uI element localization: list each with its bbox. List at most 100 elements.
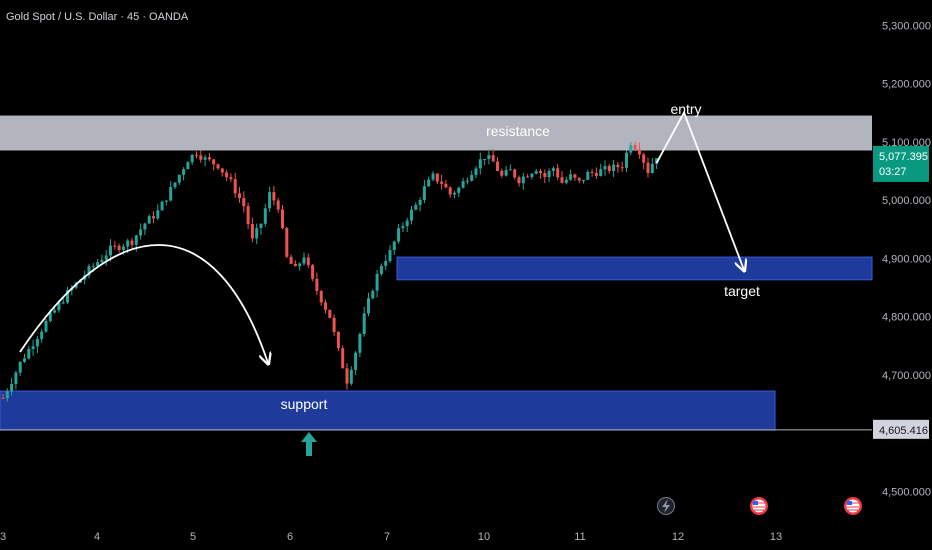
candle-body xyxy=(392,241,396,251)
candle-body xyxy=(255,228,259,239)
candle-body xyxy=(362,313,366,335)
candle-body xyxy=(444,183,448,188)
us-flag-icon[interactable] xyxy=(750,497,768,515)
candle-body xyxy=(629,145,633,153)
candle-body xyxy=(607,165,611,172)
projection-arrow xyxy=(655,110,744,270)
candle-body xyxy=(577,177,581,181)
price-tick-label: 4,900.000 xyxy=(882,253,931,265)
candle-body xyxy=(341,348,345,369)
candle-body xyxy=(324,302,327,310)
candle-body xyxy=(169,187,173,201)
candle-body xyxy=(164,200,168,202)
candle-body xyxy=(35,339,39,347)
candle-body xyxy=(573,174,577,178)
candle-body xyxy=(637,149,641,155)
candle-body xyxy=(306,257,310,266)
candle-body xyxy=(526,176,530,178)
candles xyxy=(1,141,659,402)
candle-body xyxy=(521,176,525,184)
time-tick-label: 3 xyxy=(0,531,6,543)
price-scale[interactable]: 5,300.000 5,200.000 5,100.000 5,000.000 4,90… xyxy=(882,20,931,498)
lightning-icon[interactable] xyxy=(657,497,675,515)
us-flag-icon[interactable] xyxy=(844,497,862,515)
candle-body xyxy=(319,290,323,303)
candle-body xyxy=(543,173,547,178)
candle-body xyxy=(117,245,121,250)
candle-body xyxy=(238,193,241,199)
candle-body xyxy=(551,168,555,171)
candle-body xyxy=(53,310,57,313)
candle-body xyxy=(401,226,405,229)
up-arrow-icon xyxy=(301,432,317,456)
candle-body xyxy=(96,262,100,266)
candle-body xyxy=(143,223,147,230)
candle-body xyxy=(18,361,22,373)
candle-body xyxy=(328,309,332,318)
candle-body xyxy=(5,391,9,399)
candle-body xyxy=(457,187,461,193)
candle-body xyxy=(504,170,508,176)
candle-body xyxy=(367,298,370,314)
candle-body xyxy=(616,164,620,168)
candle-body xyxy=(612,164,616,172)
candle-body xyxy=(564,179,568,183)
support-zone xyxy=(0,390,776,431)
candle-body xyxy=(461,181,465,188)
candle-body xyxy=(298,263,302,267)
candle-body xyxy=(61,302,65,304)
candle-body xyxy=(388,250,392,262)
candle-body xyxy=(483,159,487,161)
candle-body xyxy=(397,228,401,242)
candle-body xyxy=(311,265,315,279)
curved-arrow xyxy=(19,244,268,363)
candle-body xyxy=(27,349,31,359)
candle-body xyxy=(332,317,336,333)
candle-body xyxy=(358,334,362,353)
resistance-zone xyxy=(0,115,872,151)
candle-body xyxy=(513,169,517,178)
candle-body xyxy=(100,259,104,263)
time-tick-label: 10 xyxy=(478,531,490,543)
candle-body xyxy=(156,210,160,219)
candle-body xyxy=(474,168,478,175)
price-tick-label: 4,800.000 xyxy=(882,312,931,324)
candle-body xyxy=(465,180,469,182)
candle-body xyxy=(113,245,117,247)
candle-body xyxy=(57,302,61,311)
candle-body xyxy=(345,368,349,384)
candle-body xyxy=(160,201,164,211)
time-axis[interactable]: 3 4 5 6 7 10 11 12 13 xyxy=(0,531,782,543)
candle-body xyxy=(422,186,426,201)
candle-body xyxy=(126,240,130,247)
candle-body xyxy=(130,240,134,245)
candle-body xyxy=(560,177,564,183)
candle-body xyxy=(220,168,224,173)
candle-body xyxy=(410,209,413,221)
candle-body xyxy=(66,290,69,303)
candle-body xyxy=(620,167,624,169)
candle-body xyxy=(250,223,254,239)
candle-body xyxy=(147,216,151,224)
candle-body xyxy=(599,169,603,176)
candle-body xyxy=(293,263,297,267)
candle-body xyxy=(276,200,280,210)
candle-body xyxy=(152,216,155,219)
marked-price-tag: 4,605.416 xyxy=(873,419,929,439)
candle-body xyxy=(534,171,538,174)
candle-body xyxy=(10,384,14,392)
candle-body xyxy=(212,159,216,165)
time-tick-label: 12 xyxy=(672,531,684,543)
candle-body xyxy=(590,171,594,173)
support-label: support xyxy=(281,396,328,412)
candle-body xyxy=(199,155,203,160)
candle-body xyxy=(109,245,112,256)
candle-body xyxy=(104,255,108,260)
candle-body xyxy=(302,257,306,264)
candle-body xyxy=(229,177,233,180)
candle-body xyxy=(233,179,237,194)
price-tick-label: 4,500.000 xyxy=(882,486,931,498)
candle-body xyxy=(203,157,207,160)
candle-body xyxy=(384,261,388,266)
